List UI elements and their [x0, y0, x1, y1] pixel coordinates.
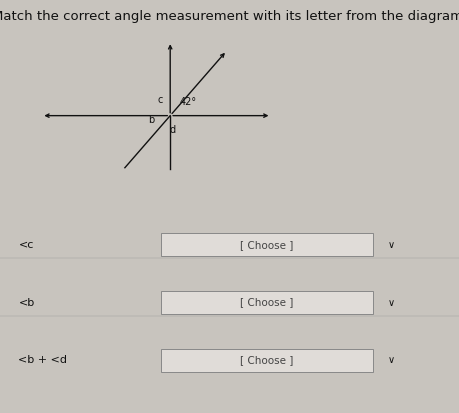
- Text: <c: <c: [18, 240, 34, 250]
- Text: <b: <b: [18, 297, 34, 308]
- Text: [ Choose ]: [ Choose ]: [240, 297, 293, 308]
- Text: ∨: ∨: [386, 355, 394, 366]
- Text: [ Choose ]: [ Choose ]: [240, 240, 293, 250]
- Text: 42°: 42°: [179, 97, 196, 107]
- Text: ∨: ∨: [386, 297, 394, 308]
- Text: c: c: [157, 95, 162, 105]
- Text: d: d: [169, 125, 176, 135]
- Text: Match the correct angle measurement with its letter from the diagram.: Match the correct angle measurement with…: [0, 10, 459, 23]
- FancyBboxPatch shape: [161, 233, 372, 256]
- Text: [ Choose ]: [ Choose ]: [240, 355, 293, 366]
- Text: <b + <d: <b + <d: [18, 355, 67, 366]
- Text: ∨: ∨: [386, 240, 394, 250]
- FancyBboxPatch shape: [161, 349, 372, 372]
- Text: b: b: [147, 115, 154, 125]
- FancyBboxPatch shape: [161, 291, 372, 314]
